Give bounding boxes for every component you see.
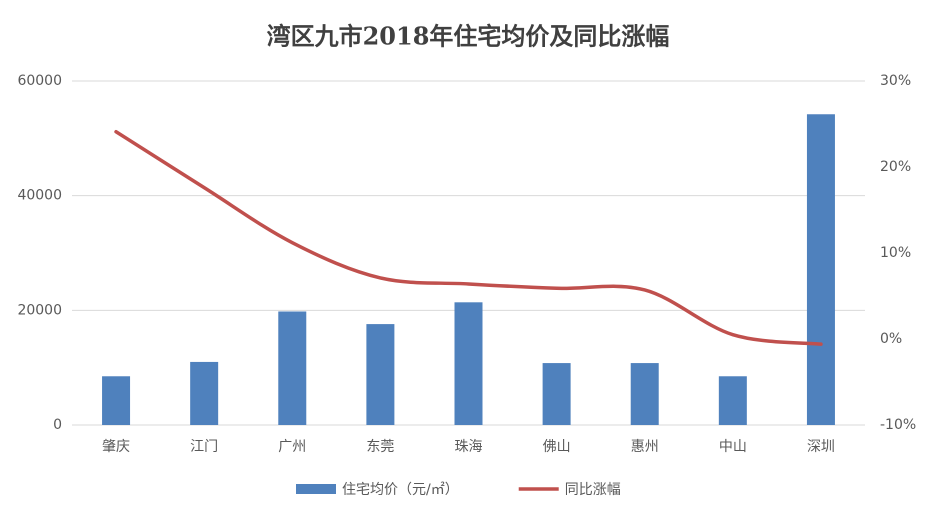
y-tick-label: 60000	[17, 73, 62, 89]
x-tick-label: 广州	[278, 439, 306, 455]
bar	[718, 376, 747, 425]
bar	[278, 311, 307, 425]
x-tick-label: 中山	[719, 439, 747, 455]
x-tick-label: 佛山	[543, 439, 571, 455]
x-tick-label: 珠海	[455, 439, 483, 455]
legend-label: 同比涨幅	[565, 482, 621, 498]
y-tick-label: 0	[53, 417, 62, 433]
y2-tick-label: 20%	[880, 159, 911, 175]
legend-swatch	[296, 484, 336, 494]
x-tick-label: 江门	[190, 439, 218, 455]
bar	[542, 363, 571, 425]
chart-title: 湾区九市2018年住宅均价及同比涨幅	[267, 22, 670, 51]
y2-tick-label: 30%	[880, 73, 911, 89]
bar	[190, 361, 219, 425]
line	[114, 129, 823, 346]
x-tick-label: 东莞	[366, 439, 394, 455]
y2-tick-label: -10%	[880, 417, 916, 433]
legend-label: 住宅均价（元/㎡）	[342, 482, 459, 498]
y2-tick-label: 10%	[880, 245, 911, 261]
bar	[102, 376, 131, 425]
y-tick-label: 40000	[17, 188, 62, 204]
bar	[366, 324, 395, 425]
bar	[630, 363, 659, 425]
x-tick-label: 肇庆	[102, 439, 130, 455]
y-tick-label: 20000	[17, 302, 62, 318]
y2-tick-label: 0%	[880, 331, 902, 347]
x-tick-label: 惠州	[631, 439, 659, 455]
x-tick-label: 深圳	[807, 439, 835, 455]
bar	[454, 302, 483, 425]
bar	[806, 114, 835, 426]
